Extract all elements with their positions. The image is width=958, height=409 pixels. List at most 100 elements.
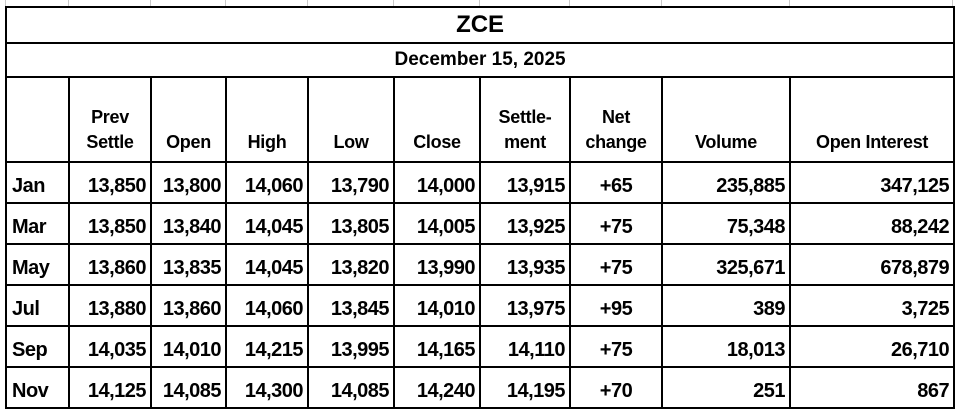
month-cell: Mar [5, 202, 70, 245]
gridline-stub [68, 0, 69, 6]
open-interest-cell: 678,879 [788, 243, 956, 286]
high-cell: 14,300 [225, 366, 309, 409]
table-row-jul: Jul 13,880 13,860 14,060 13,845 14,010 1… [5, 284, 956, 327]
header-line: Open [166, 131, 211, 152]
gridline-stub [5, 0, 6, 6]
header-line: ment [504, 131, 546, 152]
high-cell: 14,045 [225, 243, 309, 286]
open-interest-cell: 88,242 [788, 202, 956, 245]
high-cell: 14,045 [225, 202, 309, 245]
open-interest-cell: 867 [788, 366, 956, 409]
open-cell: 13,835 [150, 243, 227, 286]
close-cell: 13,990 [393, 243, 481, 286]
report-date: December 15, 2025 [4, 42, 956, 78]
table-row-mar: Mar 13,850 13,840 14,045 13,805 14,005 1… [5, 202, 956, 245]
high-cell: 14,215 [225, 325, 309, 368]
table-row-jan: Jan 13,850 13,800 14,060 13,790 14,000 1… [5, 161, 956, 204]
volume-cell: 75,348 [661, 202, 791, 245]
column-header-close: Close [393, 76, 481, 163]
open-cell: 14,010 [150, 325, 227, 368]
volume-cell: 18,013 [661, 325, 791, 368]
header-line: Low [333, 131, 369, 152]
column-header-low: Low [307, 76, 395, 163]
low-cell: 13,805 [307, 202, 395, 245]
settlement-cell: 13,915 [479, 161, 571, 204]
gridline-stub [307, 0, 308, 6]
month-cell: Sep [5, 325, 70, 368]
header-line: Open Interest [816, 131, 929, 152]
column-header-month [5, 76, 70, 163]
net-change-cell: +95 [569, 284, 663, 327]
header-line: change [585, 131, 647, 152]
volume-cell: 235,885 [661, 161, 791, 204]
open-cell: 14,085 [150, 366, 227, 409]
settlement-cell: 13,975 [479, 284, 571, 327]
volume-cell: 325,671 [661, 243, 791, 286]
open-interest-cell: 26,710 [788, 325, 956, 368]
gridline-stub [661, 0, 662, 6]
net-change-cell: +65 [569, 161, 663, 204]
prev-settle-cell: 13,860 [68, 243, 152, 286]
futures-price-table: ZCE December 15, 2025 Prev Settle Open H… [4, 6, 956, 409]
gridline-stub [952, 0, 953, 6]
settlement-cell: 14,110 [479, 325, 571, 368]
open-interest-cell: 3,725 [788, 284, 956, 327]
gridline-stub [150, 0, 151, 6]
gridline-stub [569, 0, 570, 6]
header-line: Settle [86, 131, 134, 152]
month-cell: Nov [5, 366, 70, 409]
column-header-volume: Volume [661, 76, 791, 163]
header-line: Net [601, 107, 631, 128]
table-row-may: May 13,860 13,835 14,045 13,820 13,990 1… [5, 243, 956, 286]
open-cell: 13,800 [150, 161, 227, 204]
column-header-net-change: Net change [569, 76, 663, 163]
open-interest-cell: 347,125 [788, 161, 956, 204]
low-cell: 13,995 [307, 325, 395, 368]
header-line: Prev [91, 107, 129, 128]
settlement-cell: 13,935 [479, 243, 571, 286]
month-cell: May [5, 243, 70, 286]
header-line: Close [413, 131, 461, 152]
header-line: High [247, 131, 287, 152]
net-change-cell: +75 [569, 325, 663, 368]
table-row-nov: Nov 14,125 14,085 14,300 14,085 14,240 1… [5, 366, 956, 409]
open-cell: 13,860 [150, 284, 227, 327]
open-cell: 13,840 [150, 202, 227, 245]
column-header-high: High [225, 76, 309, 163]
close-cell: 14,005 [393, 202, 481, 245]
low-cell: 13,845 [307, 284, 395, 327]
prev-settle-cell: 14,125 [68, 366, 152, 409]
low-cell: 14,085 [307, 366, 395, 409]
column-header-prev-settle: Prev Settle [68, 76, 152, 163]
close-cell: 14,240 [393, 366, 481, 409]
header-line: Settle- [498, 107, 552, 128]
gridline-stub [789, 0, 790, 6]
header-line: Volume [695, 131, 757, 152]
column-header-settlement: Settle- ment [479, 76, 571, 163]
volume-cell: 251 [661, 366, 791, 409]
date-row: December 15, 2025 [4, 42, 956, 78]
close-cell: 14,165 [393, 325, 481, 368]
net-change-cell: +75 [569, 202, 663, 245]
column-header-open-interest: Open Interest [788, 76, 956, 163]
month-cell: Jul [5, 284, 70, 327]
month-cell: Jan [5, 161, 70, 204]
exchange-title: ZCE [4, 6, 956, 44]
net-change-cell: +75 [569, 243, 663, 286]
close-cell: 14,000 [393, 161, 481, 204]
title-row: ZCE [4, 6, 956, 44]
volume-cell: 389 [661, 284, 791, 327]
settlement-cell: 14,195 [479, 366, 571, 409]
prev-settle-cell: 13,880 [68, 284, 152, 327]
low-cell: 13,790 [307, 161, 395, 204]
high-cell: 14,060 [225, 284, 309, 327]
prev-settle-cell: 13,850 [68, 202, 152, 245]
column-header-row: Prev Settle Open High Low Close Settle- … [5, 76, 956, 163]
prev-settle-cell: 13,850 [68, 161, 152, 204]
gridline-stub [393, 0, 394, 6]
settlement-cell: 13,925 [479, 202, 571, 245]
column-header-open: Open [150, 76, 227, 163]
table-row-sep: Sep 14,035 14,010 14,215 13,995 14,165 1… [5, 325, 956, 368]
low-cell: 13,820 [307, 243, 395, 286]
